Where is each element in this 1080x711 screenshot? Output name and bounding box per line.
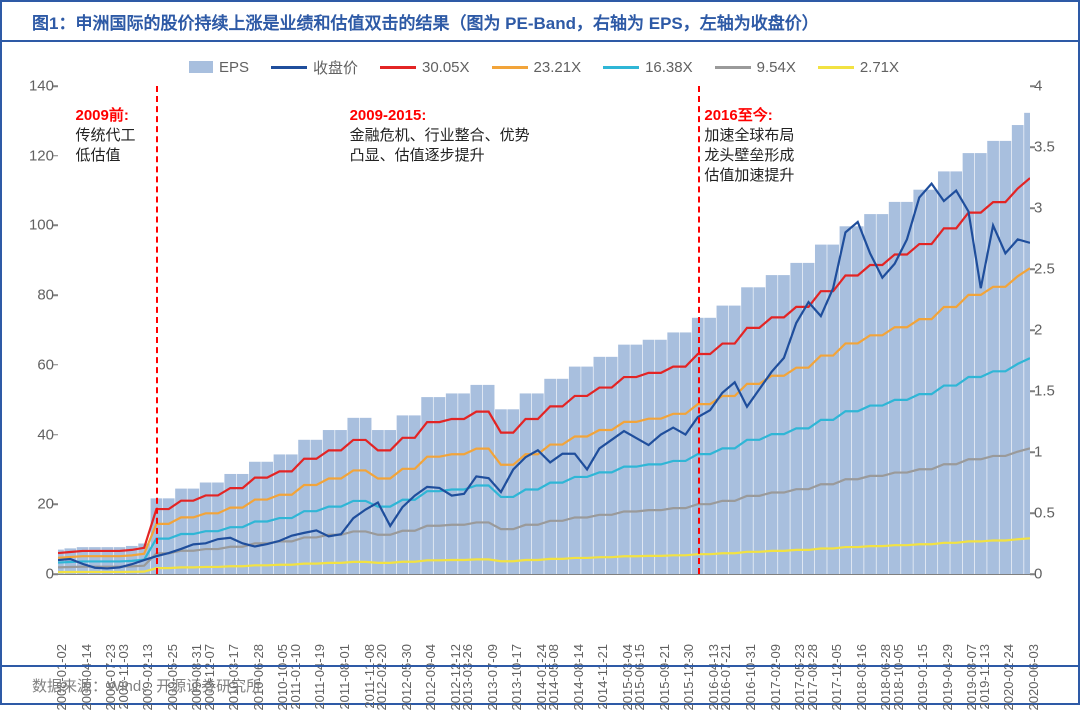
figure-title: 图1：申洲国际的股价持续上涨是业绩和估值双击的结果（图为 PE-Band，右轴为… — [2, 2, 1078, 42]
data-source: 数据来源：Wind、开源证券研究所 — [2, 665, 1078, 703]
plot-wrap: EPS收盘价30.05X23.21X16.38X9.54X2.71X 02040… — [30, 52, 1058, 661]
y-tick-left: 80 — [28, 287, 54, 304]
legend-item: 30.05X — [380, 59, 470, 76]
tick-mark — [1030, 329, 1035, 331]
plot-area: 02040608010012014000.511.522.533.542009前… — [58, 86, 1030, 575]
legend-label: 收盘价 — [313, 57, 358, 78]
legend-label: 2.71X — [860, 59, 899, 76]
tick-mark — [53, 225, 58, 227]
y-tick-right: 2 — [1034, 322, 1062, 339]
legend-label: 23.21X — [534, 59, 582, 76]
tick-mark — [1030, 451, 1035, 453]
y-tick-right: 3 — [1034, 200, 1062, 217]
period-divider — [156, 86, 158, 574]
legend-swatch-line — [603, 66, 639, 69]
y-tick-right: 0 — [1034, 566, 1062, 583]
tick-mark — [53, 85, 58, 87]
y-tick-left: 100 — [28, 217, 54, 234]
legend-item: 16.38X — [603, 59, 693, 76]
y-tick-right: 2.5 — [1034, 261, 1062, 278]
y-tick-left: 120 — [28, 147, 54, 164]
tick-mark — [1030, 85, 1035, 87]
x-axis-labels: 2008-01-022008-04-142008-07-232008-11-03… — [58, 577, 1030, 659]
legend-item: 9.54X — [715, 59, 796, 76]
legend-item: 23.21X — [492, 59, 582, 76]
legend-label: 9.54X — [757, 59, 796, 76]
tick-mark — [1030, 207, 1035, 209]
tick-mark — [1030, 390, 1035, 392]
figure-container: 图1：申洲国际的股价持续上涨是业绩和估值双击的结果（图为 PE-Band，右轴为… — [0, 0, 1080, 705]
tick-mark — [53, 573, 58, 575]
legend-swatch-bar — [189, 61, 213, 73]
legend-item: 2.71X — [818, 59, 899, 76]
legend: EPS 收盘价 30.05X 23.21X 16.38X 9.54X 2.71X — [30, 52, 1058, 82]
legend-swatch-line — [492, 66, 528, 69]
y-tick-right: 1 — [1034, 444, 1062, 461]
period-divider — [698, 86, 700, 574]
y-tick-left: 0 — [28, 566, 54, 583]
y-tick-right: 1.5 — [1034, 383, 1062, 400]
tick-mark — [1030, 573, 1035, 575]
legend-label: 16.38X — [645, 59, 693, 76]
y-tick-left: 40 — [28, 426, 54, 443]
legend-item: 收盘价 — [271, 57, 358, 78]
legend-swatch-line — [380, 66, 416, 69]
tick-mark — [1030, 268, 1035, 270]
legend-swatch-line — [818, 66, 854, 69]
legend-item: EPS — [189, 59, 249, 76]
tick-mark — [1030, 146, 1035, 148]
y-tick-right: 0.5 — [1034, 505, 1062, 522]
legend-label: 30.05X — [422, 59, 470, 76]
tick-mark — [53, 434, 58, 436]
legend-swatch-line — [715, 66, 751, 69]
y-tick-left: 140 — [28, 78, 54, 95]
y-tick-right: 4 — [1034, 78, 1062, 95]
chart-svg — [58, 86, 1030, 574]
tick-mark — [53, 364, 58, 366]
y-tick-left: 20 — [28, 496, 54, 513]
tick-mark — [53, 294, 58, 296]
legend-label: EPS — [219, 59, 249, 76]
y-tick-left: 60 — [28, 356, 54, 373]
tick-mark — [1030, 512, 1035, 514]
y-tick-right: 3.5 — [1034, 139, 1062, 156]
legend-swatch-line — [271, 66, 307, 69]
tick-mark — [53, 155, 58, 157]
tick-mark — [53, 504, 58, 506]
